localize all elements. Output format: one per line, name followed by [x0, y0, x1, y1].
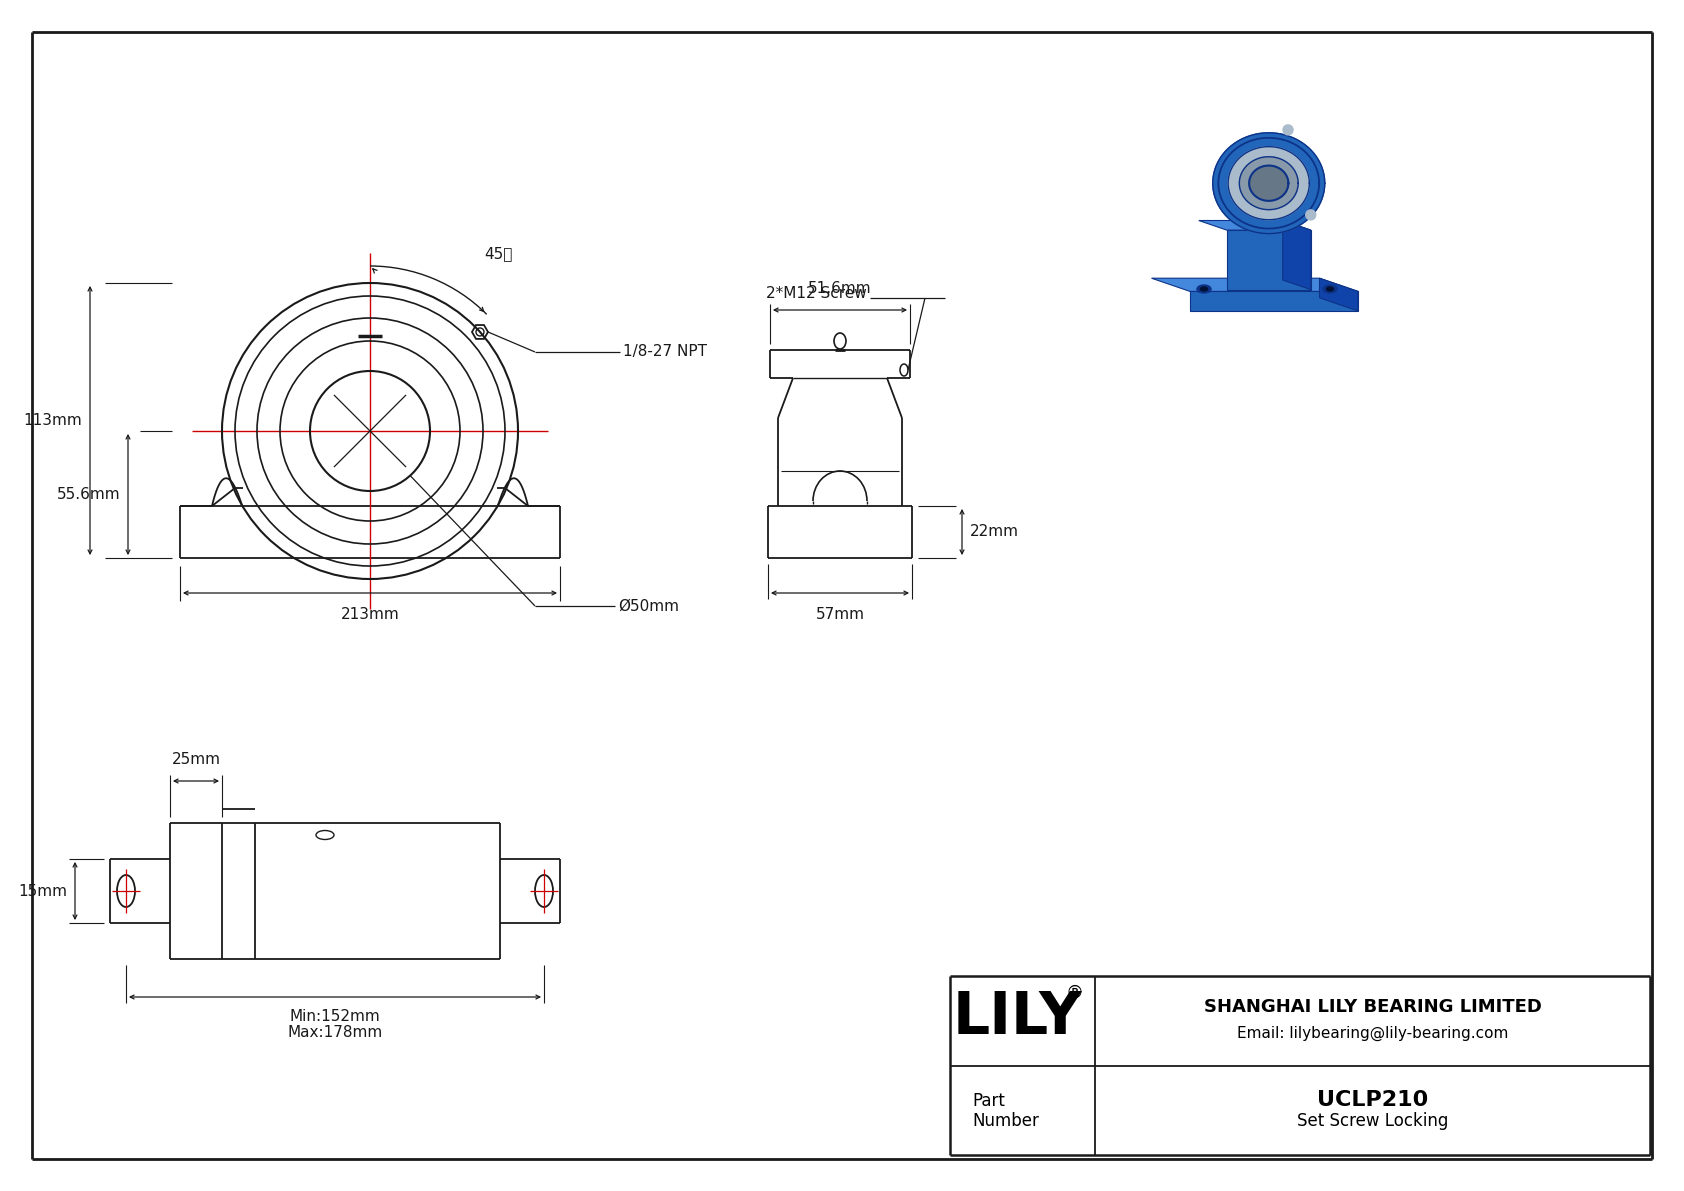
- Text: SHANGHAI LILY BEARING LIMITED: SHANGHAI LILY BEARING LIMITED: [1204, 998, 1541, 1016]
- Text: Part: Part: [972, 1091, 1005, 1110]
- Polygon shape: [1250, 166, 1288, 201]
- Ellipse shape: [1201, 287, 1207, 291]
- Text: 2*M12 Screw: 2*M12 Screw: [766, 286, 867, 300]
- Text: 51.6mm: 51.6mm: [808, 281, 872, 297]
- Text: Set Screw Locking: Set Screw Locking: [1297, 1112, 1448, 1130]
- Text: Min:152mm: Min:152mm: [290, 1009, 381, 1024]
- Text: ®: ®: [1066, 984, 1083, 1002]
- Text: 57mm: 57mm: [815, 607, 864, 622]
- Circle shape: [1305, 210, 1315, 220]
- Polygon shape: [1283, 220, 1310, 289]
- Text: Email: lilybearing@lily-bearing.com: Email: lilybearing@lily-bearing.com: [1236, 1025, 1509, 1041]
- Text: 45度: 45度: [485, 247, 514, 262]
- Text: 15mm: 15mm: [19, 884, 67, 898]
- Text: Ø50mm: Ø50mm: [618, 599, 679, 613]
- Polygon shape: [1191, 292, 1357, 311]
- Text: 213mm: 213mm: [340, 607, 399, 622]
- Text: LILY: LILY: [953, 990, 1083, 1047]
- Text: 55.6mm: 55.6mm: [56, 487, 120, 501]
- Ellipse shape: [1324, 285, 1337, 293]
- Text: 1/8-27 NPT: 1/8-27 NPT: [623, 344, 707, 360]
- Text: Max:178mm: Max:178mm: [288, 1025, 382, 1040]
- Polygon shape: [1320, 279, 1357, 311]
- Circle shape: [1283, 125, 1293, 135]
- Polygon shape: [1219, 138, 1319, 229]
- Ellipse shape: [1197, 285, 1211, 293]
- Ellipse shape: [1327, 287, 1334, 291]
- Polygon shape: [1226, 230, 1310, 289]
- Polygon shape: [1212, 133, 1325, 233]
- Polygon shape: [1152, 279, 1357, 292]
- Text: 22mm: 22mm: [970, 524, 1019, 540]
- Polygon shape: [1199, 220, 1310, 230]
- Text: 25mm: 25mm: [172, 752, 221, 767]
- Text: Number: Number: [972, 1111, 1039, 1129]
- Text: UCLP210: UCLP210: [1317, 1090, 1428, 1110]
- Polygon shape: [1228, 146, 1310, 219]
- Polygon shape: [1239, 157, 1298, 210]
- Text: 113mm: 113mm: [24, 413, 83, 428]
